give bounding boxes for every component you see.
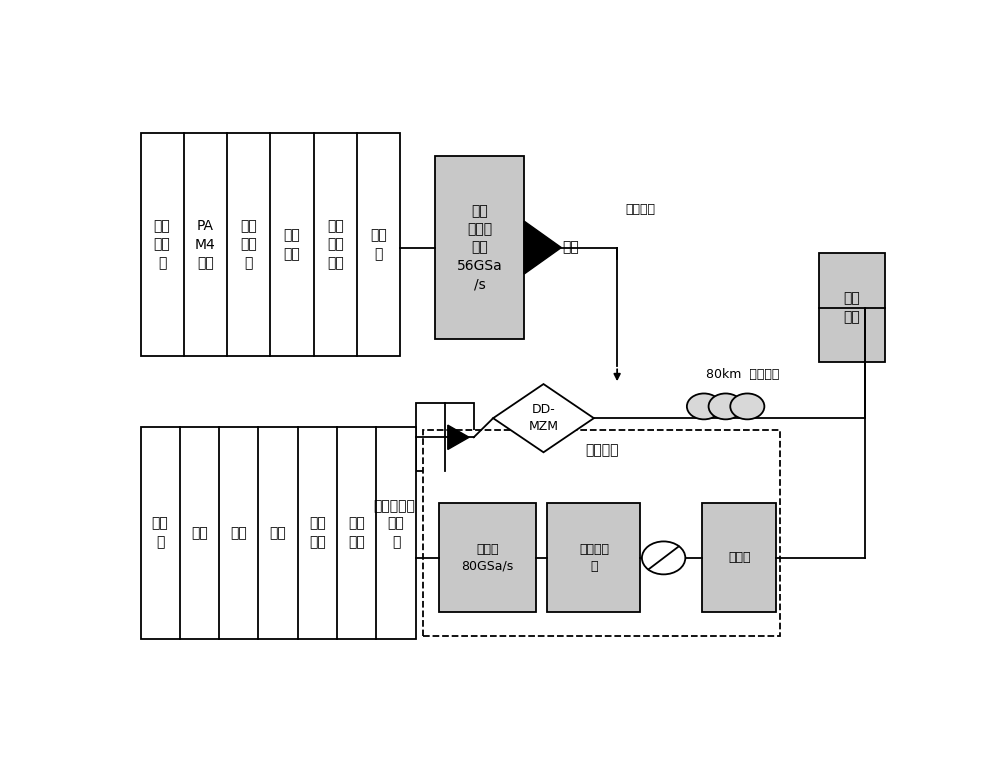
- Text: DD-
MZM: DD- MZM: [528, 403, 558, 433]
- Circle shape: [709, 393, 743, 419]
- Bar: [547, 503, 640, 612]
- Bar: [423, 430, 780, 636]
- Text: 直流偏置: 直流偏置: [625, 202, 655, 216]
- Polygon shape: [493, 384, 594, 452]
- Text: 解映
射: 解映 射: [152, 516, 169, 549]
- Text: 伪随
机序
列: 伪随 机序 列: [154, 219, 171, 270]
- Text: 迭代
色散
补偿: 迭代 色散 补偿: [327, 219, 344, 270]
- Text: 光电探测
器: 光电探测 器: [579, 543, 609, 573]
- Bar: [140, 133, 400, 356]
- Circle shape: [730, 393, 764, 419]
- Text: 示波器
80GSa/s: 示波器 80GSa/s: [461, 543, 513, 573]
- Text: PA
M4
映射: PA M4 映射: [195, 219, 216, 270]
- Text: 判决: 判决: [191, 526, 208, 540]
- Text: 同步: 同步: [270, 526, 286, 540]
- Polygon shape: [524, 221, 561, 274]
- Text: 任意
波形发
生器
56GSa
/s: 任意 波形发 生器 56GSa /s: [457, 204, 502, 291]
- Text: 直接检测: 直接检测: [585, 444, 618, 458]
- Bar: [439, 503, 536, 612]
- Text: 外腔激光器: 外腔激光器: [373, 500, 415, 513]
- Text: 时钟
恢复: 时钟 恢复: [309, 516, 326, 549]
- Text: 下采
样: 下采 样: [388, 516, 404, 549]
- Text: 匹配
滤波: 匹配 滤波: [348, 516, 365, 549]
- Text: 过采
样: 过采 样: [370, 228, 387, 261]
- Bar: [702, 503, 776, 612]
- Circle shape: [687, 393, 721, 419]
- Bar: [435, 157, 524, 338]
- Text: 两倍
上采
样: 两倍 上采 样: [240, 219, 257, 270]
- Bar: [140, 427, 416, 639]
- Text: 电放: 电放: [562, 241, 579, 254]
- Polygon shape: [448, 425, 469, 449]
- Text: 脉冲
成型: 脉冲 成型: [284, 228, 300, 261]
- Bar: [416, 403, 474, 471]
- Text: 滤波器: 滤波器: [728, 552, 750, 565]
- Circle shape: [642, 542, 685, 575]
- Text: 光放
大器: 光放 大器: [843, 292, 860, 324]
- Text: 均衡: 均衡: [230, 526, 247, 540]
- Text: 80km  单模光纤: 80km 单模光纤: [706, 367, 780, 380]
- Bar: [819, 254, 885, 362]
